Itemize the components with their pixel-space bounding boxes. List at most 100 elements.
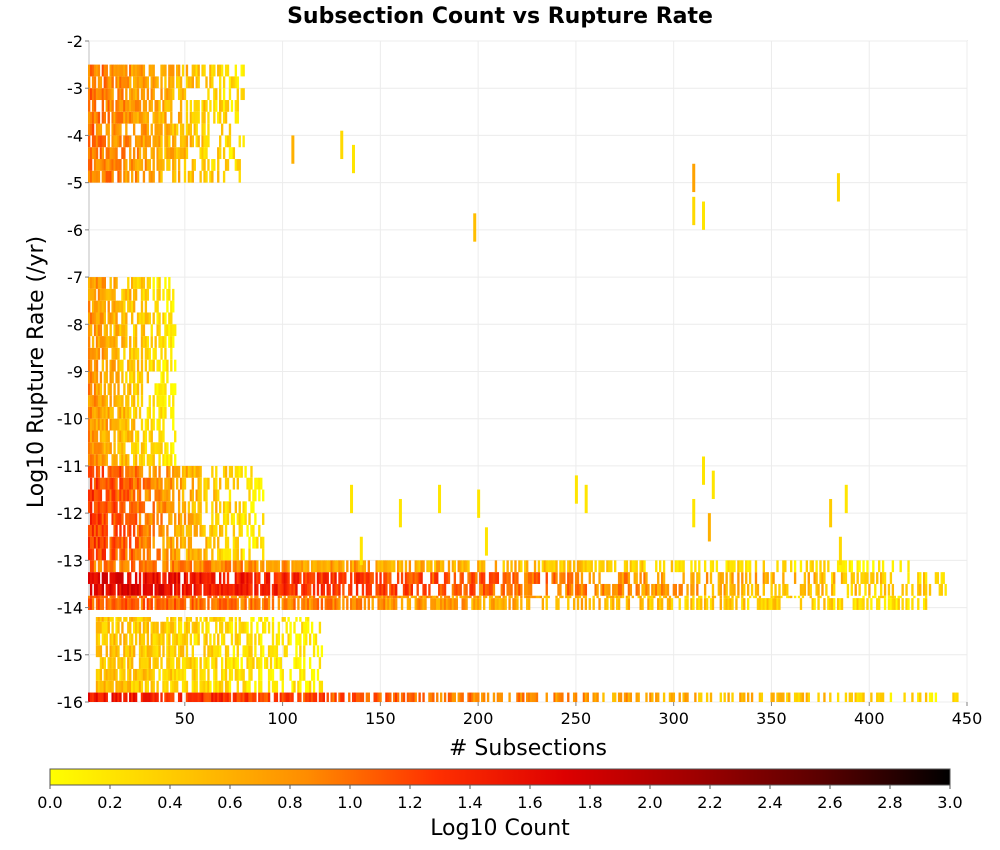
heatmap-cell (89, 277, 93, 289)
heatmap-cell (89, 692, 93, 702)
heatmap-cell (109, 657, 112, 669)
heatmap-cell (238, 572, 241, 584)
heatmap-cell (236, 633, 239, 646)
heatmap-cell (252, 617, 255, 622)
heatmap-cell (146, 583, 150, 596)
heatmap-cell (183, 88, 187, 101)
heatmap-cell (89, 170, 93, 183)
heatmap-cell (95, 633, 99, 646)
heatmap-cell (922, 583, 926, 596)
heatmap-cell (293, 657, 296, 669)
heatmap-cell (105, 560, 108, 573)
heatmap-cell (395, 595, 398, 599)
heatmap-cell (361, 595, 365, 599)
heatmap-cell (162, 548, 165, 561)
heatmap-cell (123, 668, 126, 681)
heatmap-cell (89, 595, 93, 599)
heatmap-cell (408, 560, 412, 573)
heatmap-cell (242, 598, 245, 610)
heatmap-cell (129, 645, 132, 658)
heatmap-cell (248, 657, 251, 669)
heatmap-cell (99, 159, 103, 171)
heatmap-cell (105, 633, 108, 646)
heatmap-cell (175, 477, 179, 490)
heatmap-cell (121, 595, 124, 599)
heatmap-cell (222, 583, 226, 596)
heatmap-cell (893, 598, 897, 610)
heatmap-cell (367, 560, 370, 573)
heatmap-cell (359, 536, 363, 566)
heatmap-cell (125, 100, 128, 112)
heatmap-cell (127, 477, 130, 490)
heatmap-cell (117, 383, 120, 396)
heatmap-cell (191, 111, 194, 124)
heatmap-cell (125, 633, 128, 646)
heatmap-cell (144, 123, 148, 136)
heatmap-cell (166, 88, 169, 101)
heatmap-cell (97, 300, 101, 313)
heatmap-cell (119, 692, 122, 702)
heatmap-cell (197, 595, 200, 599)
heatmap-cell (455, 598, 458, 610)
heatmap-cell (164, 76, 167, 89)
heatmap-cell (93, 88, 97, 101)
heatmap-cell (174, 147, 177, 160)
heatmap-cell (189, 583, 193, 596)
heatmap-cell (101, 598, 105, 610)
heatmap-cell (131, 583, 134, 596)
heatmap-cell (174, 465, 177, 478)
heatmap-cell (387, 595, 390, 599)
heatmap-cell (158, 501, 161, 514)
heatmap-cell (146, 692, 150, 702)
heatmap-cell (183, 147, 187, 160)
heatmap-cell (132, 513, 136, 525)
heatmap-cell (252, 692, 255, 702)
heatmap-cell (123, 583, 126, 596)
heatmap-cell (99, 621, 103, 634)
heatmap-cell (113, 536, 116, 549)
heatmap-cell (136, 501, 140, 514)
heatmap-cell (400, 595, 404, 599)
heatmap-cell (263, 657, 267, 669)
heatmap-cell (91, 170, 95, 183)
heatmap-cell (334, 692, 337, 702)
heatmap-cell (207, 560, 210, 573)
heatmap-cell (142, 560, 146, 573)
heatmap-cell (132, 583, 136, 596)
heatmap-cell (746, 560, 750, 573)
heatmap-cell (195, 598, 198, 610)
heatmap-cell (117, 617, 120, 622)
heatmap-cell (93, 501, 97, 514)
heatmap-cell (111, 657, 114, 669)
heatmap-cell (256, 598, 259, 610)
heatmap-cell (363, 595, 367, 599)
heatmap-cell (142, 442, 146, 455)
heatmap-cell (150, 633, 153, 646)
heatmap-cell (629, 560, 633, 573)
heatmap-cell (109, 100, 112, 112)
heatmap-cell (363, 560, 367, 573)
heatmap-cell (101, 692, 105, 702)
heatmap-cell (246, 583, 249, 596)
heatmap-cell (193, 159, 196, 171)
heatmap-cell (123, 680, 126, 693)
heatmap-cell (320, 560, 324, 573)
heatmap-cell (643, 595, 646, 599)
heatmap-cell (152, 442, 155, 455)
heatmap-cell (142, 548, 146, 561)
heatmap-cell (105, 668, 108, 681)
heatmap-cell (181, 88, 185, 101)
y-axis-title: Log10 Rupture Rate (/yr) (24, 236, 49, 508)
colorbar-title: Log10 Count (430, 816, 570, 841)
heatmap-cell (170, 336, 173, 348)
heatmap-cell (799, 560, 803, 573)
heatmap-cell (297, 657, 300, 669)
heatmap-cell (574, 692, 578, 702)
heatmap-cell (275, 572, 279, 584)
heatmap-cell (119, 595, 122, 599)
heatmap-cell (152, 76, 155, 89)
heatmap-cell (154, 657, 157, 669)
heatmap-cell (936, 572, 940, 584)
heatmap-cell (134, 572, 138, 584)
heatmap-cell (95, 324, 99, 337)
